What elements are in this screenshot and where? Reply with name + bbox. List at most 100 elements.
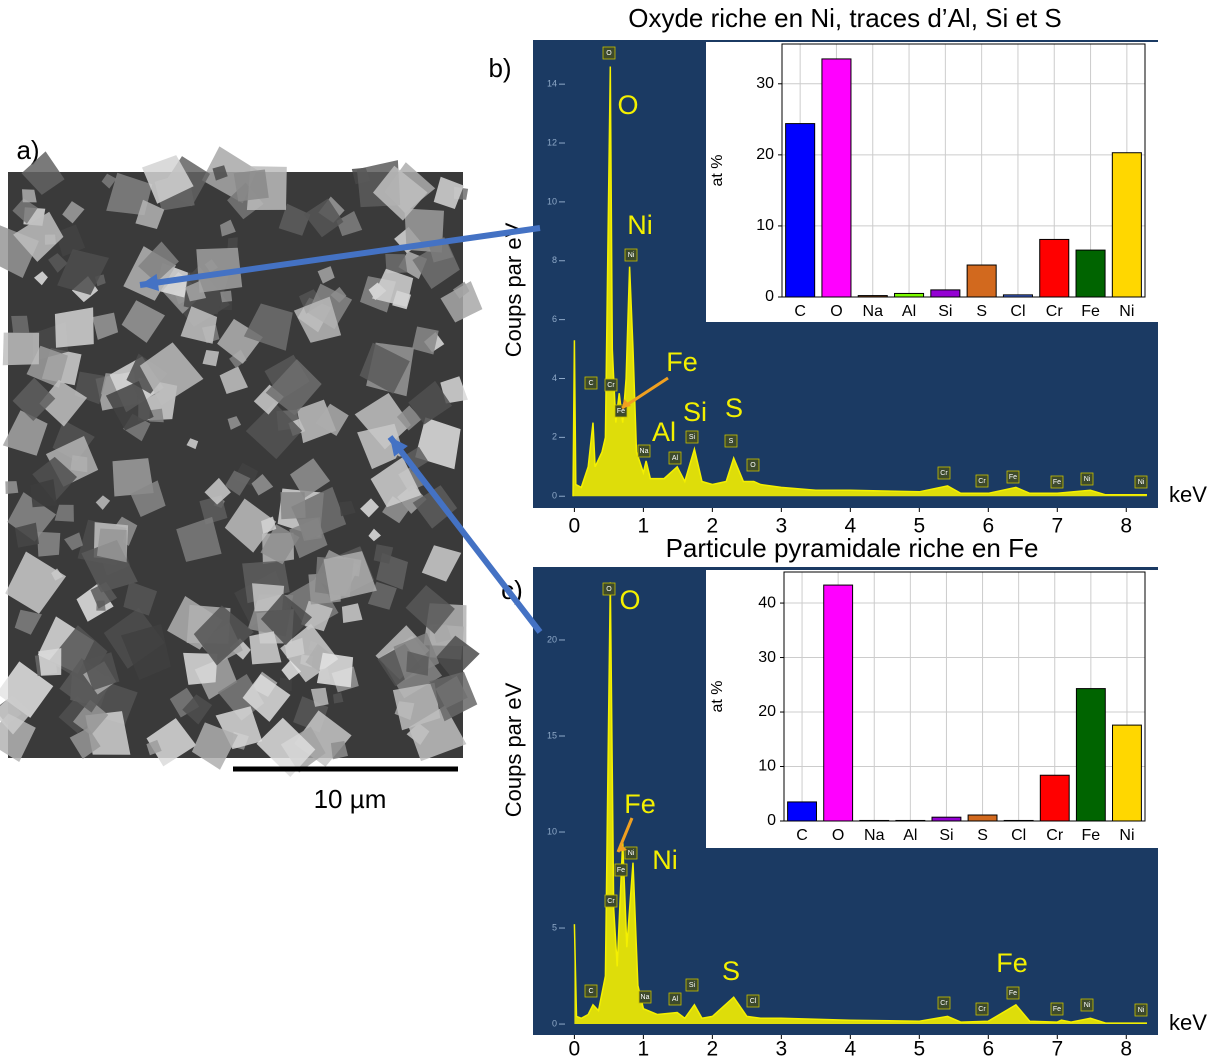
peak-label: Fe (1053, 1006, 1061, 1013)
crystal (73, 699, 109, 736)
x-axis-label: keV (1169, 482, 1207, 507)
crystal (139, 342, 204, 406)
crystal (149, 408, 164, 423)
peak-label-box (937, 996, 951, 1010)
crystal (412, 485, 458, 529)
crystal (373, 544, 394, 564)
connector-arrow (387, 435, 543, 634)
x-tick-label: 8 (1120, 1038, 1132, 1061)
peak-label-box (604, 894, 618, 908)
y-tick-label: 10 (547, 826, 557, 836)
peak-label-box (668, 992, 682, 1006)
peak-label: Fe (617, 867, 625, 874)
x-tick-label: 4 (844, 1038, 856, 1061)
crystal (405, 585, 455, 634)
crystal (191, 722, 238, 770)
x-tick-label: 5 (913, 515, 925, 538)
bar (1112, 724, 1142, 822)
crystal (279, 677, 292, 691)
peak-label: Al (672, 996, 679, 1003)
peak-label: Fe (1009, 990, 1017, 997)
y-tick-label: 20 (758, 703, 776, 720)
crystal (330, 286, 347, 303)
bar (823, 584, 854, 822)
crystal (69, 727, 101, 759)
crystal (415, 417, 461, 470)
crystal (301, 600, 333, 632)
element-annotation: S (722, 956, 740, 986)
crystal (182, 694, 213, 725)
y-tick-label: 2 (552, 432, 557, 442)
crystal (12, 377, 56, 421)
crystal (243, 303, 293, 351)
peak-label: Na (641, 994, 650, 1001)
crystal (227, 182, 264, 220)
crystal (123, 581, 158, 616)
peak-label-box (1134, 475, 1148, 489)
crystal (121, 300, 165, 343)
crystal (341, 603, 363, 623)
y-axis-label: Coups par eV (501, 682, 526, 817)
crystal (176, 516, 222, 562)
peak-label: C (588, 988, 593, 995)
peak-label-box (1050, 475, 1064, 489)
crystal (220, 219, 236, 237)
x-tick-label: 0 (569, 1038, 581, 1061)
x-tick-label: O (830, 303, 842, 320)
x-tick-label: 4 (844, 515, 856, 538)
y-tick-label: 30 (756, 75, 774, 92)
crystal (13, 211, 64, 262)
crystal (290, 458, 331, 499)
crystal (193, 605, 254, 666)
x-tick-label: 8 (1120, 515, 1132, 538)
crystal (95, 495, 111, 510)
crystal (440, 376, 468, 404)
peak-label-box (637, 444, 651, 458)
peak-label-box (1134, 1003, 1148, 1017)
crystal (106, 172, 153, 216)
crystal (38, 648, 62, 676)
crystal (336, 211, 363, 237)
peak-label-box (1080, 472, 1094, 486)
crystal (37, 531, 61, 557)
crystal (55, 224, 86, 257)
crystal (315, 403, 349, 436)
crystal (101, 173, 117, 189)
crystal (373, 165, 428, 221)
bar (1111, 152, 1142, 298)
y-tick-label: 40 (758, 594, 776, 611)
peak-label-box (638, 990, 652, 1004)
x-axis-label: keV (1169, 1010, 1207, 1035)
peak-label-box (602, 46, 616, 60)
y-tick-label: 0 (552, 491, 557, 501)
y-axis-label: at % (709, 154, 726, 186)
bar (821, 58, 852, 298)
crystal (204, 477, 231, 505)
peak-label-box (1080, 998, 1094, 1012)
bar (1039, 774, 1070, 822)
peak-label-box (614, 863, 628, 877)
peak-label: Ni (628, 252, 635, 259)
y-tick-label: 30 (758, 649, 776, 666)
crystal (54, 504, 74, 522)
peak-label-box (668, 451, 682, 465)
crystal (135, 199, 165, 229)
spectrum-area (574, 582, 1147, 1025)
x-tick-label: Ni (1119, 303, 1134, 320)
crystal (429, 671, 478, 722)
connector-arrowhead (140, 273, 160, 292)
crystal (30, 479, 57, 508)
y-axis-label: at % (709, 680, 726, 712)
bar (785, 123, 816, 298)
x-tick-label: O (832, 827, 844, 844)
crystal (34, 271, 48, 286)
crystal (185, 280, 207, 302)
x-tick-label: 2 (707, 1038, 719, 1061)
crystal (372, 268, 414, 307)
crystal (261, 516, 277, 534)
element-annotation: Ni (652, 845, 678, 875)
crystal (333, 692, 344, 704)
crystal (54, 307, 94, 348)
crystal (305, 643, 335, 672)
